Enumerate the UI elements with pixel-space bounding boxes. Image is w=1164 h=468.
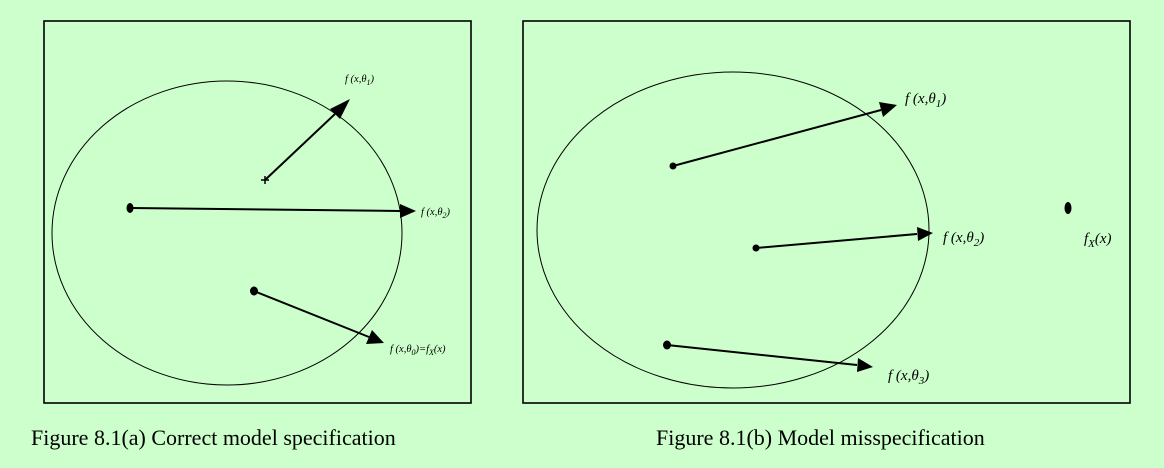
panel-b-arrow-theta3 — [666, 344, 873, 372]
panel-b-label-theta3: f (x,θ3) — [888, 368, 929, 387]
panel-b-frame — [522, 20, 1131, 404]
panel-a-point-theta0 — [250, 286, 258, 296]
panel-a-plus-point — [261, 176, 269, 184]
panel-a-arrow-theta1 — [264, 99, 350, 181]
panel-a-label-theta2: f (x,θ2) — [421, 207, 451, 220]
panel-b-point-theta3 — [663, 340, 671, 350]
panel-a-model-ellipse — [51, 80, 403, 386]
panel-a-arrow-theta2 — [130, 204, 416, 218]
panel-b-arrow-theta2 — [755, 227, 933, 249]
panel-b-label-theta2: f (x,θ2) — [943, 230, 984, 249]
panel-b-model-ellipse — [536, 71, 930, 389]
panel-b-arrow-theta1 — [672, 102, 897, 167]
panel-b-point-theta1 — [669, 162, 677, 170]
figure-b-caption: Figure 8.1(b) Model misspecification — [656, 425, 985, 450]
panel-b-label-theta1: f (x,θ1) — [905, 91, 946, 110]
panel-a-label-theta1: f (x,θ1) — [345, 74, 375, 87]
panel-b-point-true-density — [1064, 202, 1072, 214]
panel-a-frame — [43, 20, 472, 404]
panel-a-arrow-theta0 — [253, 290, 384, 344]
panel-a: f (x,θ1) f (x,θ2) f (x,θ0)=fX(x) — [43, 20, 472, 404]
panel-a-label-theta0: f (x,θ0)=fX(x) — [390, 344, 446, 357]
panel-b: f (x,θ1) f (x,θ2) f (x,θ3) fX(x) — [522, 20, 1131, 404]
figure-a-caption: Figure 8.1(a) Correct model specificatio… — [31, 425, 396, 450]
panel-b-point-theta2 — [752, 244, 760, 252]
panel-a-point-theta2 — [126, 203, 134, 213]
panel-b-label-true-density: fX(x) — [1084, 231, 1112, 250]
